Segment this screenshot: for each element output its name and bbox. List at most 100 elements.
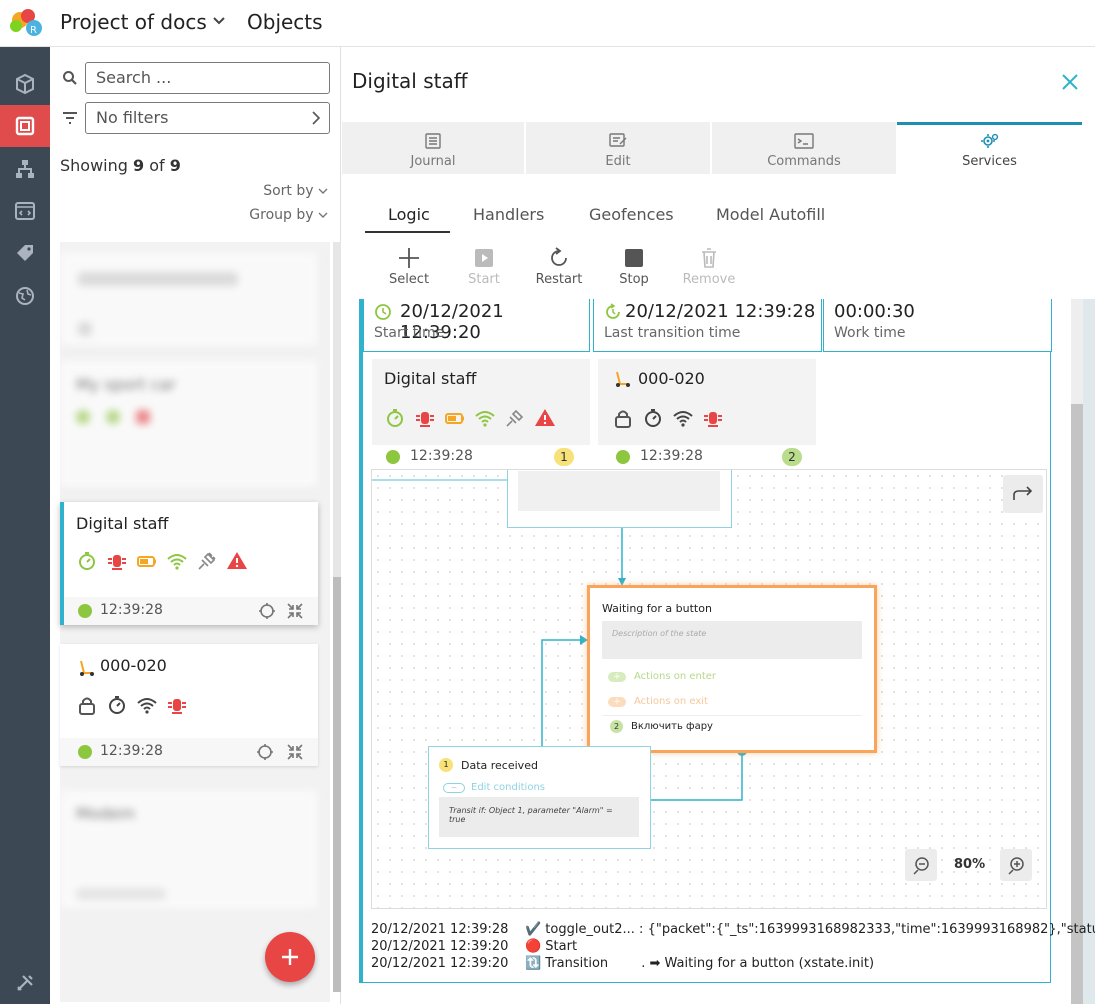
- tab-journal[interactable]: Journal: [342, 122, 524, 174]
- lock-icon: [79, 697, 95, 715]
- close-icon[interactable]: [1061, 73, 1079, 91]
- chevron-down-icon[interactable]: [212, 14, 226, 28]
- state-node-previous[interactable]: [507, 470, 732, 528]
- rail-tools-button[interactable]: [0, 962, 50, 1004]
- action-item-label: Включить фару: [631, 721, 713, 732]
- content-scrollbar-thumb[interactable]: [1071, 404, 1083, 1004]
- mini-card-digital-staff[interactable]: Digital staff 12:39:28 1: [372, 359, 590, 466]
- transition-node-data-received[interactable]: 1 Data received ~ Edit conditions Transi…: [428, 746, 651, 849]
- online-status-dot: [78, 745, 92, 759]
- tag-icon: [17, 245, 33, 261]
- rail-objects-button[interactable]: [0, 105, 50, 147]
- scooter-icon: [616, 371, 630, 387]
- plus-icon: [282, 949, 298, 965]
- mini-card-time: 12:39:28: [410, 448, 473, 464]
- state-title: Waiting for a button: [602, 602, 712, 615]
- project-title[interactable]: Project of docs: [60, 10, 207, 34]
- rail-cube-button[interactable]: [0, 63, 50, 105]
- subtab-model-autofill[interactable]: Model Autofill: [716, 205, 826, 224]
- tab-commands[interactable]: Commands: [712, 122, 896, 174]
- mini-card-000-020[interactable]: 000-020 12:39:28 2: [598, 359, 816, 466]
- collapse-icon[interactable]: [286, 602, 304, 620]
- svg-text:R: R: [30, 25, 37, 36]
- subtab-underline: [365, 231, 450, 233]
- edit-badge-icon: ~: [443, 782, 465, 793]
- list-scrollbar-thumb[interactable]: [333, 577, 341, 992]
- plug-disconnected-icon: [198, 552, 216, 570]
- tab-services[interactable]: Services: [897, 122, 1082, 174]
- search-input[interactable]: Search ...: [85, 62, 330, 94]
- refresh-clock-icon: [606, 303, 620, 319]
- mini-card-title: Digital staff: [384, 369, 477, 388]
- stop-button[interactable]: Stop: [604, 247, 664, 287]
- edit-conditions-link[interactable]: ~ Edit conditions: [443, 782, 545, 793]
- group-by-dropdown[interactable]: Group by: [249, 207, 328, 223]
- mini-card-icons: [612, 407, 724, 429]
- rail-code-button[interactable]: [0, 190, 50, 232]
- object-list: My sport car Digital staff 12:39:28: [60, 242, 330, 1002]
- plus-badge-icon: +: [608, 671, 626, 682]
- remove-button[interactable]: Remove: [679, 247, 739, 287]
- action-item[interactable]: 2 Включить фару: [602, 715, 862, 737]
- online-status-dot: [616, 450, 630, 464]
- warning-icon: [227, 552, 247, 569]
- wifi-icon: [167, 554, 187, 570]
- rail-hierarchy-button[interactable]: [0, 148, 50, 190]
- mini-card-icons: [384, 407, 556, 429]
- wifi-icon: [475, 411, 495, 427]
- cube-icon: [16, 73, 34, 95]
- sort-by-dropdown[interactable]: Sort by: [263, 183, 328, 199]
- state-node-waiting[interactable]: Waiting for a button Description of the …: [587, 585, 877, 753]
- state-description-input[interactable]: Description of the state: [602, 621, 862, 659]
- wifi-icon: [137, 698, 157, 714]
- select-button[interactable]: Select: [379, 247, 439, 287]
- logic-diagram-canvas[interactable]: Waiting for a button Description of the …: [371, 469, 1047, 909]
- online-status-dot: [386, 450, 400, 464]
- start-button[interactable]: Start: [454, 247, 514, 287]
- list-item-000-020[interactable]: 000-020 12:39:28: [60, 644, 318, 766]
- zoom-in-button[interactable]: [1000, 849, 1032, 881]
- add-object-button[interactable]: [265, 932, 315, 982]
- tab-edit[interactable]: Edit: [526, 122, 710, 174]
- locate-icon[interactable]: [258, 602, 276, 620]
- transition-condition: Transit if: Object 1, parameter "Alarm" …: [439, 797, 639, 837]
- list-item[interactable]: [60, 252, 318, 347]
- app-logo[interactable]: R: [6, 6, 46, 40]
- card-title: Digital staff: [76, 514, 169, 533]
- alarm-light-icon: [168, 699, 186, 714]
- collapse-icon[interactable]: [286, 743, 304, 761]
- objects-icon: [15, 116, 35, 136]
- card-time: 12:39:28: [100, 602, 163, 618]
- showing-count: Showing 9 of 9: [60, 156, 181, 175]
- redo-icon: [1013, 486, 1033, 500]
- rail-globe-button[interactable]: [0, 275, 50, 317]
- restart-button[interactable]: Restart: [529, 247, 589, 287]
- zoom-out-button[interactable]: [905, 849, 937, 881]
- actions-on-enter[interactable]: + Actions on enter: [608, 671, 716, 682]
- mini-card-footer: [598, 445, 816, 465]
- log-row: 20/12/2021 12:39:28 ✔️ toggle_out2... : …: [371, 922, 1095, 937]
- alarm-light-icon: [704, 412, 722, 427]
- locate-icon[interactable]: [256, 743, 274, 761]
- object-list-panel: Search ... No filters Showing 9 of 9 Sor…: [50, 47, 341, 1004]
- lock-icon: [615, 410, 631, 428]
- rail-tags-button[interactable]: [0, 232, 50, 274]
- card-footer: 12:39:28: [60, 738, 318, 766]
- list-item-digital-staff[interactable]: Digital staff 12:39:28: [60, 502, 318, 625]
- stat-label: Work time: [834, 325, 906, 341]
- tab-label: Journal: [410, 154, 456, 169]
- plus-badge-icon: +: [608, 696, 626, 707]
- filters-field[interactable]: No filters: [85, 102, 330, 134]
- subtab-geofences[interactable]: Geofences: [589, 205, 674, 224]
- subtab-handlers[interactable]: Handlers: [473, 205, 545, 224]
- top-bar: R Project of docs Objects: [0, 0, 1095, 47]
- zoom-level: 80%: [954, 857, 986, 872]
- subtab-logic[interactable]: Logic: [388, 205, 430, 224]
- battery-icon: [445, 413, 464, 424]
- list-item[interactable]: Modem: [60, 790, 318, 910]
- redo-button[interactable]: [1003, 475, 1043, 513]
- log-row: 20/12/2021 12:39:20 🔃 Transition . ➡ Wai…: [371, 956, 875, 971]
- list-item[interactable]: My sport car: [60, 360, 318, 488]
- timer-icon: [387, 409, 403, 427]
- actions-on-exit[interactable]: + Actions on exit: [608, 696, 708, 707]
